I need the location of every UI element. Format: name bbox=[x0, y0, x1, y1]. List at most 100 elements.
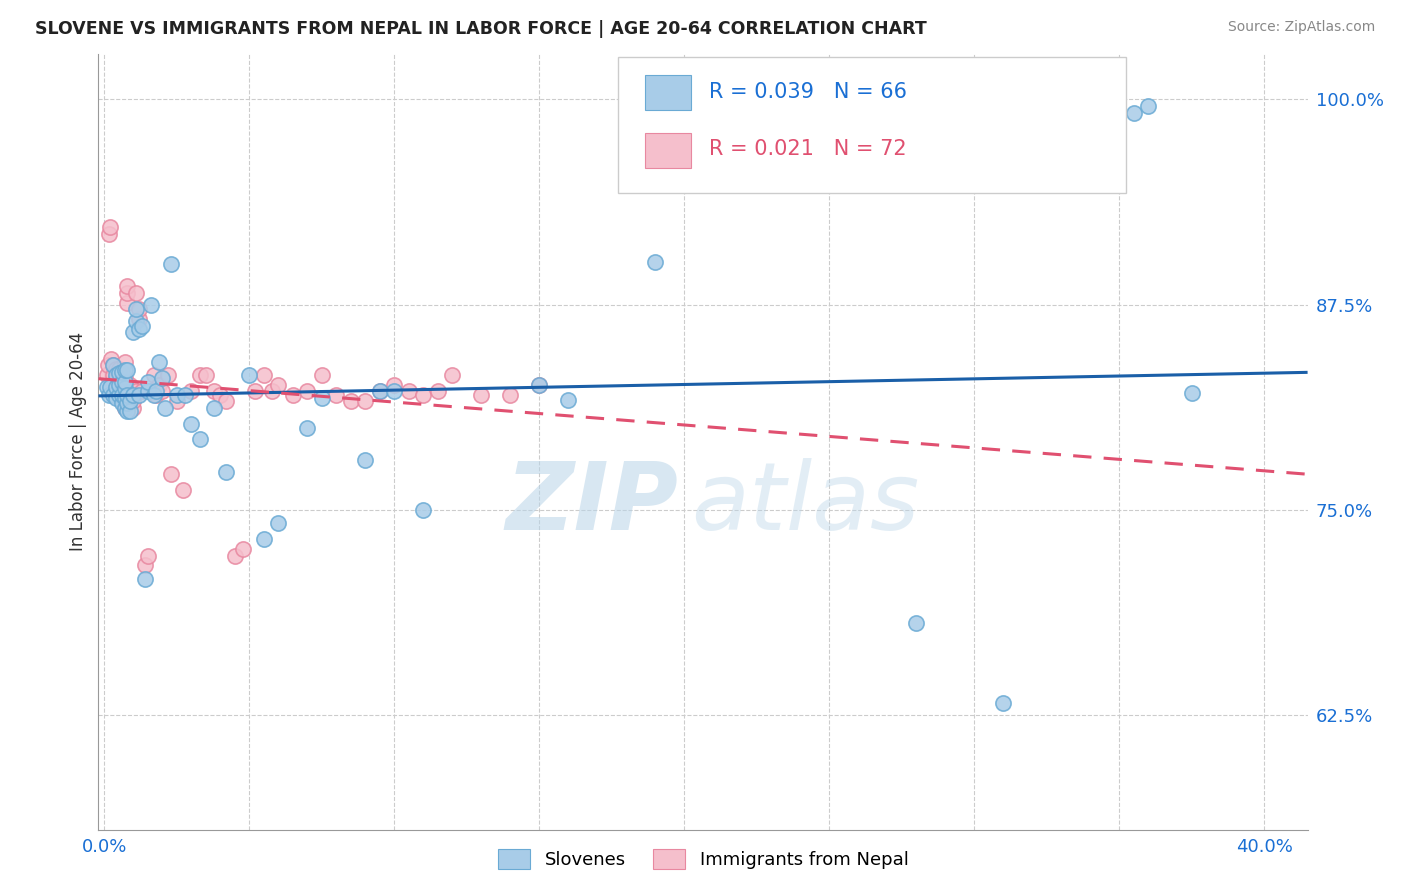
Point bbox=[202, 401, 225, 415]
FancyBboxPatch shape bbox=[645, 75, 690, 111]
Point bbox=[110, 375, 132, 389]
Point bbox=[180, 417, 202, 432]
Point bbox=[117, 404, 139, 418]
Point bbox=[117, 279, 139, 293]
Point bbox=[382, 378, 405, 392]
Point bbox=[253, 368, 276, 383]
Point bbox=[1181, 386, 1204, 401]
Point bbox=[136, 375, 159, 389]
Point bbox=[97, 388, 120, 402]
Point bbox=[101, 358, 124, 372]
Point bbox=[194, 368, 217, 383]
Point bbox=[125, 384, 148, 399]
Point bbox=[110, 371, 132, 385]
Point bbox=[136, 549, 159, 563]
Point bbox=[120, 384, 142, 399]
Point bbox=[905, 615, 928, 630]
Point bbox=[114, 355, 136, 369]
Point bbox=[122, 326, 145, 340]
Point bbox=[527, 378, 550, 392]
Legend: Slovenes, Immigrants from Nepal: Slovenes, Immigrants from Nepal bbox=[488, 839, 918, 879]
Point bbox=[96, 368, 118, 383]
Point bbox=[160, 256, 183, 270]
Point bbox=[104, 361, 127, 376]
Point bbox=[104, 391, 127, 405]
Text: ZIP: ZIP bbox=[506, 458, 679, 549]
Point bbox=[98, 220, 121, 235]
Point bbox=[160, 467, 183, 481]
Point bbox=[311, 368, 333, 383]
Point bbox=[122, 401, 145, 415]
Point bbox=[382, 384, 405, 399]
Point bbox=[125, 314, 148, 328]
Point bbox=[101, 358, 124, 372]
FancyBboxPatch shape bbox=[619, 57, 1126, 194]
Point bbox=[114, 375, 136, 389]
Point bbox=[311, 391, 333, 405]
Point bbox=[557, 392, 579, 407]
Point bbox=[97, 358, 120, 372]
Point bbox=[150, 371, 173, 385]
Point bbox=[325, 388, 347, 402]
Point bbox=[238, 368, 260, 383]
Point bbox=[295, 420, 318, 434]
Point bbox=[107, 378, 129, 392]
Text: R = 0.039   N = 66: R = 0.039 N = 66 bbox=[709, 82, 907, 103]
Point bbox=[232, 541, 254, 556]
Point bbox=[166, 394, 188, 409]
Point bbox=[441, 368, 464, 383]
Point bbox=[188, 432, 211, 446]
Point bbox=[215, 394, 238, 409]
Point bbox=[104, 379, 127, 393]
Point bbox=[131, 318, 153, 333]
Point bbox=[107, 361, 129, 376]
Point bbox=[114, 401, 136, 415]
FancyBboxPatch shape bbox=[645, 133, 690, 168]
Point bbox=[125, 286, 148, 301]
Point bbox=[120, 394, 142, 409]
Point bbox=[117, 296, 139, 310]
Point bbox=[122, 388, 145, 402]
Point bbox=[110, 392, 132, 407]
Point bbox=[253, 532, 276, 546]
Point bbox=[107, 388, 129, 402]
Text: Source: ZipAtlas.com: Source: ZipAtlas.com bbox=[1227, 20, 1375, 34]
Text: SLOVENE VS IMMIGRANTS FROM NEPAL IN LABOR FORCE | AGE 20-64 CORRELATION CHART: SLOVENE VS IMMIGRANTS FROM NEPAL IN LABO… bbox=[35, 20, 927, 37]
Point bbox=[100, 351, 122, 366]
Point bbox=[117, 363, 139, 377]
Text: atlas: atlas bbox=[690, 458, 920, 549]
Point bbox=[991, 696, 1014, 710]
Point bbox=[398, 384, 420, 399]
Point bbox=[107, 367, 129, 381]
Point bbox=[499, 388, 522, 402]
Point bbox=[117, 286, 139, 301]
Point bbox=[128, 388, 150, 402]
Point bbox=[107, 378, 129, 392]
Point bbox=[267, 378, 290, 392]
Point bbox=[96, 379, 118, 393]
Point bbox=[114, 388, 136, 402]
Point bbox=[125, 302, 148, 317]
Point bbox=[107, 388, 129, 402]
Point bbox=[145, 384, 167, 399]
Text: R = 0.021   N = 72: R = 0.021 N = 72 bbox=[709, 139, 907, 159]
Point bbox=[644, 255, 666, 269]
Point bbox=[180, 384, 202, 399]
Point bbox=[148, 355, 170, 369]
Point bbox=[1137, 99, 1160, 113]
Point bbox=[131, 384, 153, 399]
Point bbox=[117, 388, 139, 402]
Point bbox=[98, 227, 121, 241]
Point bbox=[209, 388, 232, 402]
Point bbox=[110, 365, 132, 379]
Point bbox=[114, 363, 136, 377]
Point bbox=[101, 368, 124, 383]
Point bbox=[281, 388, 304, 402]
Point bbox=[122, 394, 145, 409]
Point bbox=[354, 394, 377, 409]
Point bbox=[120, 378, 142, 392]
Point bbox=[104, 371, 127, 385]
Point bbox=[215, 465, 238, 479]
Point bbox=[128, 312, 150, 326]
Point bbox=[104, 368, 127, 383]
